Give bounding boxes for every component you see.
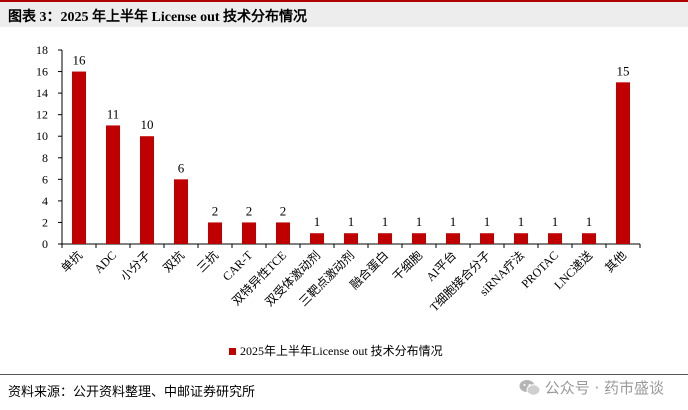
bar-三抗: [208, 222, 222, 244]
category-label: T细胞接合分子: [426, 248, 493, 315]
bar-AI平台: [446, 233, 460, 244]
title-bar: 图表 3：2025 年上半年 License out 技术分布情况: [0, 0, 688, 27]
wechat-icon: [519, 379, 541, 396]
y-tick-label: 4: [42, 194, 48, 208]
data-label: 2: [280, 203, 287, 218]
category-label: LNC递送: [551, 248, 596, 293]
figure-title: 图表 3：2025 年上半年 License out 技术分布情况: [8, 10, 308, 25]
bar-CAR-T: [242, 222, 256, 244]
data-label: 6: [178, 160, 185, 175]
bar-ADC: [106, 125, 120, 244]
bar-双抗: [174, 179, 188, 244]
bar-其他: [616, 82, 630, 244]
bar-PROTAC: [548, 233, 562, 244]
category-label: 其他: [602, 248, 629, 275]
data-label: 1: [552, 214, 559, 229]
y-tick-label: 6: [42, 172, 48, 186]
y-tick-label: 12: [36, 108, 48, 122]
data-label: 1: [382, 214, 389, 229]
bar-融合蛋白: [378, 233, 392, 244]
y-tick-label: 14: [36, 86, 48, 100]
y-tick-label: 8: [42, 151, 48, 165]
bar-双特异性TCE: [276, 222, 290, 244]
category-label: 干细胞: [390, 248, 425, 283]
data-label: 1: [450, 214, 457, 229]
bar-三靶点激动剂: [344, 233, 358, 244]
category-label: 三抗: [194, 248, 222, 276]
data-label: 11: [107, 106, 120, 121]
category-label: 融合蛋白: [347, 248, 392, 293]
source-note: 资料来源：公开资料整理、中邮证券研究所: [8, 384, 256, 399]
y-tick-label: 2: [42, 215, 48, 229]
data-label: 1: [416, 214, 423, 229]
data-label: 1: [586, 214, 593, 229]
bar-双受体激动剂: [310, 233, 324, 244]
category-label: 单抗: [58, 248, 86, 276]
data-label: 2: [246, 203, 253, 218]
data-label: 15: [617, 63, 630, 78]
y-tick-label: 16: [36, 65, 48, 79]
bar-siRNA疗法: [514, 233, 528, 244]
legend-swatch: [229, 348, 236, 355]
data-label: 1: [348, 214, 355, 229]
data-label: 1: [518, 214, 525, 229]
data-label: 1: [314, 214, 321, 229]
bar-LNC递送: [582, 233, 596, 244]
bar-小分子: [140, 136, 154, 244]
y-tick-label: 18: [36, 43, 48, 57]
bottom-rule: [0, 374, 688, 375]
data-label: 1: [484, 214, 491, 229]
bar-干细胞: [412, 233, 426, 244]
bar-单抗: [72, 71, 86, 244]
bar-T细胞接合分子: [480, 233, 494, 244]
y-tick-label: 0: [42, 237, 48, 251]
watermark: 公众号 · 药市盛谈: [519, 377, 664, 398]
bar-chart: 02468101214161816单抗11ADC10小分子6双抗2三抗2CAR-…: [36, 43, 641, 358]
category-label: ADC: [91, 248, 119, 276]
y-tick-label: 10: [36, 129, 48, 143]
legend-label: 2025年上半年License out 技术分布情况: [240, 344, 443, 358]
data-label: 2: [212, 203, 219, 218]
category-label: 小分子: [118, 248, 153, 283]
watermark-text: 公众号 · 药市盛谈: [544, 379, 664, 397]
category-label: 双抗: [160, 248, 188, 276]
data-label: 10: [141, 117, 154, 132]
data-label: 16: [73, 53, 87, 68]
